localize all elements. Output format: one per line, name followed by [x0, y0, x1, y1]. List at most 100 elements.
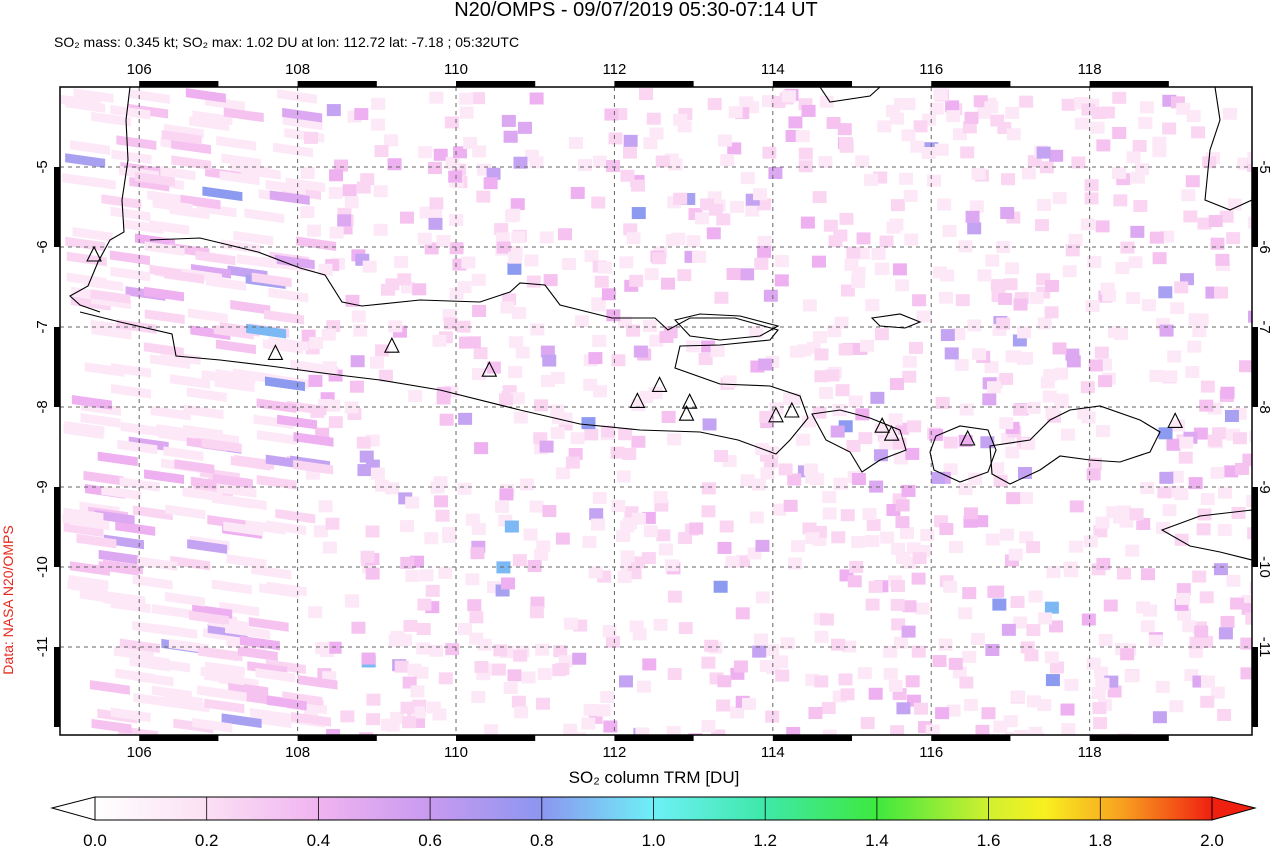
so2-pixel: [592, 155, 607, 168]
so2-pixel: [1181, 189, 1196, 202]
so2-pixel: [110, 707, 151, 723]
so2-pixel: [800, 216, 815, 229]
so2-pixel: [581, 717, 596, 730]
so2-pixel: [1247, 151, 1252, 164]
x-tick-bar: [297, 735, 377, 741]
y-tick-label: -11: [1256, 637, 1272, 658]
x-tick-bar: [456, 81, 536, 87]
so2-pixel: [885, 104, 900, 117]
so2-pixel: [115, 521, 156, 536]
so2-pixel: [667, 668, 682, 681]
so2-pixel: [1084, 192, 1099, 205]
so2-pixel: [608, 132, 623, 145]
so2-pixel: [552, 664, 567, 677]
so2-pixel: [795, 130, 810, 143]
so2-pixel: [293, 459, 334, 475]
so2-pixel: [1081, 103, 1096, 116]
so2-pixel: [259, 583, 300, 598]
so2-pixel: [606, 635, 621, 648]
so2-pixel: [890, 598, 905, 611]
so2-pixel: [1117, 505, 1132, 518]
so2-pixel: [1037, 317, 1052, 330]
so2-pixel: [484, 724, 499, 735]
y-tick-bar: [1252, 327, 1258, 407]
so2-pixel: [472, 145, 487, 158]
so2-pixel: [67, 580, 108, 595]
so2-pixel: [686, 235, 701, 248]
so2-pixel: [1162, 504, 1177, 517]
so2-pixel: [1061, 723, 1076, 735]
so2-pixel: [308, 374, 323, 387]
so2-pixel: [405, 496, 420, 509]
so2-pixel: [985, 254, 1000, 267]
so2-pixel: [993, 474, 1008, 487]
so2-pixel: [1020, 641, 1035, 654]
so2-pixel: [735, 607, 750, 620]
so2-pixel: [402, 716, 417, 729]
so2-pixel: [1117, 567, 1132, 580]
so2-pixel: [939, 522, 954, 535]
y-tick-label: -11: [34, 637, 51, 658]
so2-pixel: [868, 580, 883, 593]
so2-pixel: [692, 250, 707, 263]
so2-pixel: [1111, 167, 1126, 180]
so2-pixel: [266, 695, 307, 711]
so2-pixel: [1240, 637, 1252, 650]
so2-pixel: [169, 697, 210, 713]
so2-pixel: [1226, 232, 1241, 245]
so2-pixel: [1071, 156, 1086, 169]
so2-pixel: [902, 370, 917, 383]
so2-pixel: [322, 541, 337, 554]
so2-pixel: [326, 104, 341, 117]
x-tick-label: 106: [127, 61, 152, 78]
so2-pixel: [593, 385, 608, 398]
y-tick-bar: [1252, 487, 1258, 567]
so2-pixel: [1249, 581, 1252, 594]
so2-pixel: [458, 623, 473, 636]
so2-pixel: [1052, 342, 1067, 355]
x-tick-label: 112: [602, 744, 626, 761]
so2-pixel: [728, 106, 743, 119]
so2-pixel: [246, 323, 287, 339]
so2-pixel: [216, 483, 257, 498]
so2-pixel: [1026, 624, 1041, 637]
so2-pixel: [161, 130, 202, 145]
so2-pixel: [1157, 486, 1172, 499]
volcano: [959, 429, 976, 446]
so2-pixel: [1133, 199, 1148, 212]
so2-pixel: [717, 134, 732, 147]
so2-pixel: [774, 255, 789, 268]
so2-pixel: [643, 525, 658, 538]
colorbar-tick-label: 0.2: [195, 831, 219, 850]
so2-pixel: [143, 286, 184, 302]
so2-pixel: [495, 232, 510, 245]
so2-pixel: [940, 269, 955, 282]
so2-pixel: [758, 358, 773, 371]
so2-pixel: [308, 606, 323, 619]
so2-pixel: [1004, 262, 1019, 275]
so2-pixel: [1192, 324, 1207, 337]
so2-pixel: [893, 452, 908, 465]
so2-pixel: [1231, 506, 1246, 519]
so2-pixel: [1008, 548, 1023, 561]
so2-pixel: [772, 503, 787, 516]
so2-pixel: [905, 447, 920, 460]
so2-pixel: [958, 434, 973, 447]
so2-pixel: [1136, 517, 1151, 530]
so2-pixel: [958, 607, 973, 620]
so2-pixel: [623, 134, 638, 147]
so2-pixel: [501, 577, 516, 590]
so2-pixel: [503, 130, 518, 143]
x-tick-label: 110: [444, 61, 468, 78]
so2-pixel: [445, 643, 460, 656]
so2-pixel: [591, 196, 606, 209]
so2-pixel: [825, 369, 840, 382]
so2-pixel: [144, 241, 185, 257]
so2-pixel: [644, 268, 659, 281]
so2-pixel: [780, 637, 795, 650]
so2-pixel: [1005, 106, 1020, 119]
so2-pixel: [954, 358, 969, 371]
volcanoes: [86, 245, 1184, 446]
so2-pixel: [890, 725, 905, 735]
so2-pixel: [1044, 651, 1059, 664]
